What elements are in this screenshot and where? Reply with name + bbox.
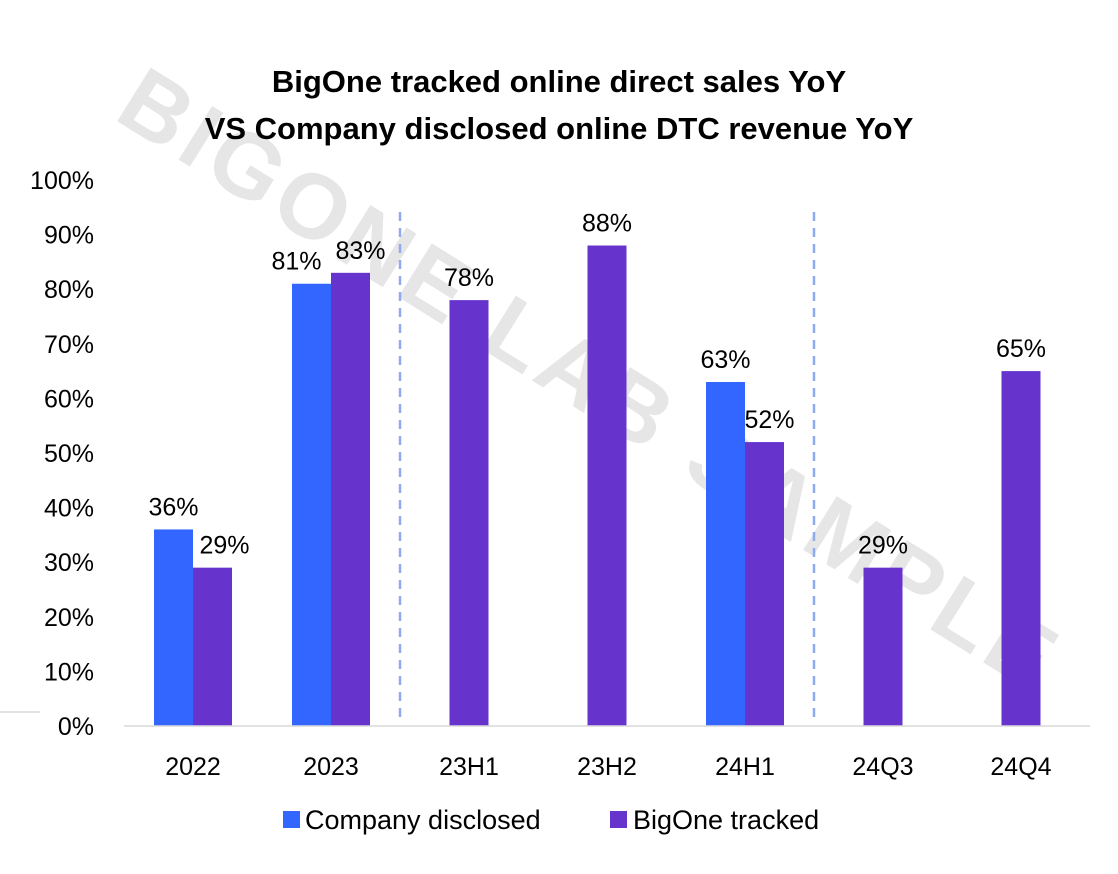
legend-label-company-disclosed: Company disclosed [305, 805, 541, 835]
data-label-company-disclosed-24h1: 63% [700, 346, 750, 374]
bar-bigone-tracked-24h1 [745, 442, 784, 726]
period-dividers [398, 212, 816, 718]
data-label-company-disclosed-2022: 36% [148, 493, 198, 521]
data-label-bigone-tracked-2023: 83% [335, 237, 385, 265]
y-tick-label: 60% [44, 385, 94, 413]
bar-bigone-tracked-24q4 [1001, 371, 1041, 726]
x-tick-label: 24Q3 [852, 753, 913, 781]
bars [154, 245, 1041, 726]
y-tick-label: 80% [44, 276, 94, 304]
x-tick-label: 23H1 [439, 753, 499, 781]
x-tick-label: 24H1 [715, 753, 775, 781]
y-tick-label: 0% [58, 713, 94, 741]
data-label-company-disclosed-2023: 81% [271, 248, 321, 276]
data-label-bigone-tracked-24q3: 29% [858, 532, 908, 560]
bar-company-disclosed-24h1 [706, 382, 745, 726]
bar-bigone-tracked-2022 [193, 567, 232, 726]
bar-bigone-tracked-23h2 [587, 245, 627, 726]
bar-bigone-tracked-23h1 [449, 300, 489, 726]
chart-title-line-2: VS Company disclosed online DTC revenue … [205, 111, 914, 146]
x-tick-label: 2022 [165, 753, 221, 781]
data-label-bigone-tracked-24q4: 65% [996, 335, 1046, 363]
y-tick-label: 10% [44, 658, 94, 686]
data-label-bigone-tracked-23h1: 78% [444, 264, 494, 292]
y-tick-label: 40% [44, 495, 94, 523]
x-tick-label: 24Q4 [990, 753, 1051, 781]
x-axis: 2022 2023 23H1 23H2 24H1 24Q3 24Q4 [165, 753, 1051, 781]
legend-swatch-bigone-tracked [610, 811, 627, 828]
y-tick-label: 70% [44, 331, 94, 359]
y-axis: 0% 10% 20% 30% 40% 50% 60% 70% 80% 90% 100% [30, 167, 94, 741]
x-tick-label: 2023 [303, 753, 359, 781]
legend-swatch-company-disclosed [283, 811, 300, 828]
y-tick-label: 20% [44, 604, 94, 632]
bar-company-disclosed-2023 [292, 283, 331, 726]
legend: Company disclosed BigOne tracked [283, 805, 819, 835]
y-tick-label: 90% [44, 222, 94, 250]
chart-title-line-1: BigOne tracked online direct sales YoY [272, 64, 847, 99]
data-labels: 36%29%81% 83%78%88%63%52%29%65% [148, 210, 1046, 560]
y-tick-label: 30% [44, 549, 94, 577]
legend-label-bigone-tracked: BigOne tracked [633, 805, 819, 835]
x-tick-label: 23H2 [577, 753, 637, 781]
data-label-bigone-tracked-23h2: 88% [582, 210, 632, 238]
data-label-bigone-tracked-2022: 29% [199, 532, 249, 560]
y-tick-label: 50% [44, 440, 94, 468]
bar-company-disclosed-2022 [154, 529, 193, 726]
y-tick-label: 100% [30, 167, 94, 195]
bar-bigone-tracked-2023 [331, 272, 370, 726]
bar-bigone-tracked-24q3 [863, 567, 903, 726]
data-label-bigone-tracked-24h1: 52% [744, 406, 794, 434]
